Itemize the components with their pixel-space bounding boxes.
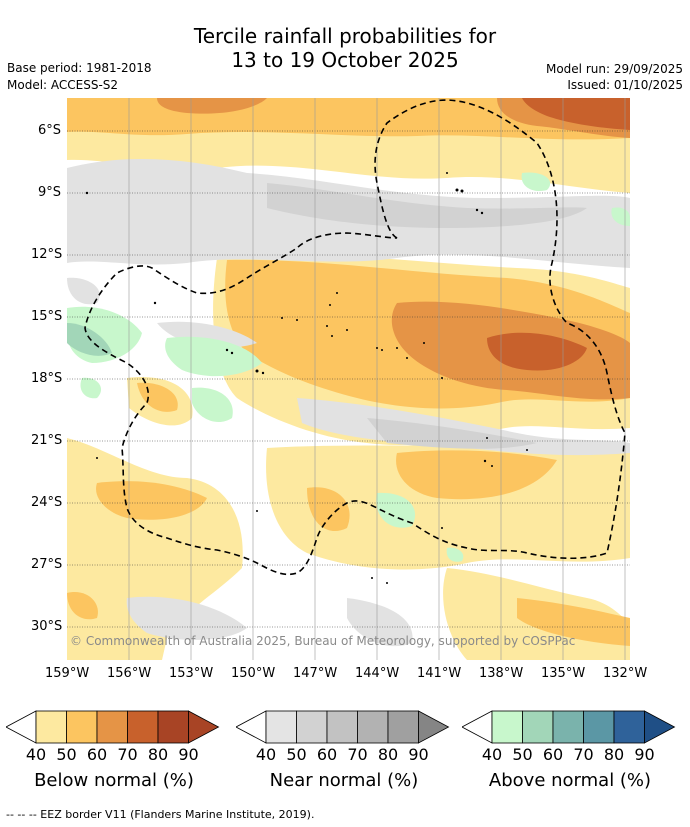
colorbar-swatch	[96, 710, 128, 744]
colorbar-tick-label: 50	[512, 745, 533, 764]
lat-label-21s: 21°S	[31, 433, 63, 448]
lat-label-24s: 24°S	[31, 495, 63, 510]
base-period: Base period: 1981-2018	[7, 61, 152, 75]
colorbar-extend-low	[462, 710, 493, 744]
copyright-notice: © Commonwealth of Australia 2025, Bureau…	[70, 634, 576, 648]
colorbar-tick-label: 80	[377, 745, 399, 764]
colorbar-swatch	[326, 710, 358, 744]
colorbar-tick-label: 90	[408, 745, 429, 764]
colorbar-swatch	[265, 710, 297, 744]
colorbar-extend-high	[188, 710, 220, 744]
lon-label-147w: 147°W	[293, 666, 338, 681]
colorbar-tick-label: 80	[147, 745, 169, 764]
issued-date: Issued: 01/10/2025	[567, 78, 683, 92]
lon-label-159w: 159°W	[45, 666, 90, 681]
colorbar-tick-label: 80	[603, 745, 625, 764]
colorbar-tick-label: 60	[86, 745, 108, 764]
colorbar-tick-label: 60	[542, 745, 564, 764]
colorbar-swatch	[613, 710, 645, 744]
lat-label-9s: 9°S	[38, 185, 62, 200]
colorbar-near-normal	[236, 710, 450, 744]
lon-label-132w: 132°W	[603, 666, 648, 681]
colorbar-swatch	[66, 710, 98, 744]
lon-label-138w: 138°W	[479, 666, 524, 681]
lon-label-150w: 150°W	[231, 666, 276, 681]
colorbar-tick-label: 60	[316, 745, 338, 764]
lat-label-18s: 18°S	[31, 371, 63, 386]
colorbar-swatch	[387, 710, 419, 744]
colorbar-tick-label: 90	[178, 745, 199, 764]
lat-label-15s: 15°S	[31, 309, 63, 324]
colorbar-tick-label: 70	[117, 745, 138, 764]
colorbar-swatch	[583, 710, 615, 744]
colorbar-tick-label: 40	[481, 745, 503, 764]
lon-label-135w: 135°W	[541, 666, 586, 681]
colorbar-tick-label: 70	[347, 745, 368, 764]
colorbar-tick-label: 40	[25, 745, 47, 764]
colorbar-tick-label: 50	[56, 745, 77, 764]
colorbar-swatch	[127, 710, 159, 744]
colorbar-swatch	[491, 710, 523, 744]
lat-label-30s: 30°S	[31, 619, 63, 634]
colorbar-title-above: Above normal (%)	[488, 770, 652, 791]
colorbar-swatch	[522, 710, 554, 744]
colorbar-swatch	[157, 710, 189, 744]
lon-label-144w: 144°W	[355, 666, 400, 681]
colorbar-below-normal	[6, 710, 220, 744]
lon-label-153w: 153°W	[169, 666, 214, 681]
colorbar-title-below: Below normal (%)	[34, 770, 194, 791]
title-line-1: Tercile rainfall probabilities for	[193, 24, 497, 48]
colorbar-swatch	[35, 710, 67, 744]
colorbar-above-normal	[462, 710, 676, 744]
colorbar-extend-low	[236, 710, 267, 744]
eez-border	[84, 99, 626, 576]
colorbar-swatch	[357, 710, 389, 744]
lat-label-27s: 27°S	[31, 557, 63, 572]
islands	[85, 172, 528, 584]
colorbar-tick-label: 70	[573, 745, 594, 764]
lon-label-156w: 156°W	[107, 666, 152, 681]
colorbar-extend-high	[644, 710, 676, 744]
lat-label-12s: 12°S	[31, 247, 63, 262]
colorbar-swatch	[552, 710, 584, 744]
lat-label-6s: 6°S	[38, 123, 62, 138]
colorbar-swatch	[296, 710, 328, 744]
model-name: Model: ACCESS-S2	[7, 78, 119, 92]
grid-lines-vertical	[128, 98, 626, 660]
colorbar-extend-high	[418, 710, 450, 744]
lon-label-141w: 141°W	[417, 666, 462, 681]
eez-legend-footer: -- -- -- EEZ border V11 (Flanders Marine…	[6, 808, 315, 821]
colorbar-tick-label: 40	[255, 745, 277, 764]
colorbar-tick-label: 90	[634, 745, 655, 764]
model-run: Model run: 29/09/2025	[545, 62, 683, 76]
rainfall-map	[67, 98, 630, 660]
below-normal-peak-areas	[487, 98, 630, 371]
title-line-2: 13 to 19 October 2025	[231, 48, 459, 72]
colorbar-extend-low	[6, 710, 37, 744]
colorbar-title-near: Near normal (%)	[269, 770, 419, 791]
colorbar-tick-label: 50	[286, 745, 307, 764]
